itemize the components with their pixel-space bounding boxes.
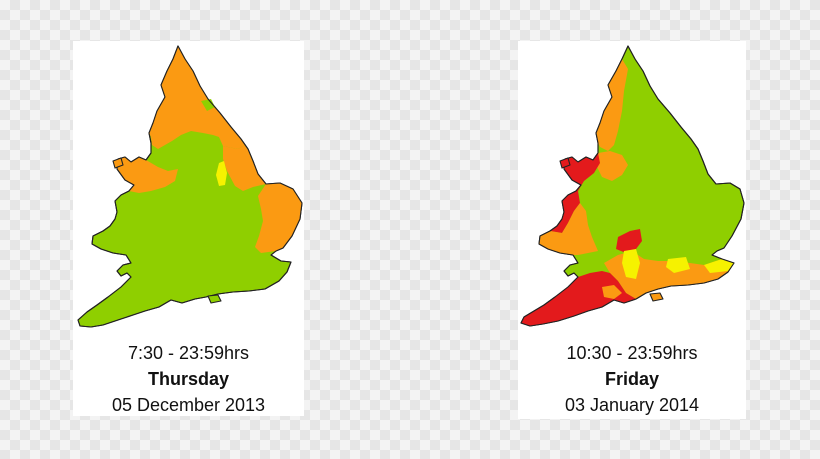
caption-thursday: 7:30 - 23:59hrs Thursday 05 December 201… bbox=[73, 340, 304, 418]
england-wales-map-thursday bbox=[77, 45, 303, 328]
map-panel-thursday: 7:30 - 23:59hrs Thursday 05 December 201… bbox=[73, 41, 304, 416]
zone-southwest-red bbox=[521, 271, 636, 326]
zone-borders-orange bbox=[596, 151, 628, 181]
zone-central-red bbox=[616, 229, 642, 253]
day-label: Friday bbox=[604, 369, 660, 389]
zone-kent-yellow bbox=[704, 259, 734, 273]
zone-northwest-orange bbox=[596, 59, 628, 151]
date-label: 05 December 2013 bbox=[111, 395, 266, 415]
date-label: 03 January 2014 bbox=[564, 395, 700, 415]
zone-south-yellow-b bbox=[666, 257, 690, 273]
anglesey bbox=[559, 157, 571, 169]
england-wales-map-friday bbox=[520, 45, 745, 327]
isle-of-wight bbox=[649, 292, 664, 302]
time-range: 10:30 - 23:59hrs bbox=[566, 343, 698, 363]
isle-of-wight bbox=[207, 294, 222, 304]
anglesey bbox=[112, 157, 124, 169]
zone-anglia-orange bbox=[255, 183, 302, 253]
zone-midlands-yellow bbox=[216, 161, 227, 186]
zone-north-green bbox=[201, 99, 215, 111]
zone-south-yellow-a bbox=[622, 249, 640, 279]
caption-friday: 10:30 - 23:59hrs Friday 03 January 2014 bbox=[518, 340, 746, 418]
day-label: Thursday bbox=[147, 369, 230, 389]
zone-wales-red bbox=[550, 153, 600, 233]
time-range: 7:30 - 23:59hrs bbox=[127, 343, 250, 363]
zone-southwales-orange bbox=[539, 203, 598, 255]
zone-east-orange bbox=[223, 145, 266, 191]
zone-north-orange bbox=[149, 46, 245, 149]
coastline bbox=[77, 45, 303, 328]
coastline bbox=[520, 45, 745, 327]
map-panel-friday: 10:30 - 23:59hrs Friday 03 January 2014 bbox=[518, 41, 746, 419]
zone-dorset-orange bbox=[602, 285, 622, 299]
